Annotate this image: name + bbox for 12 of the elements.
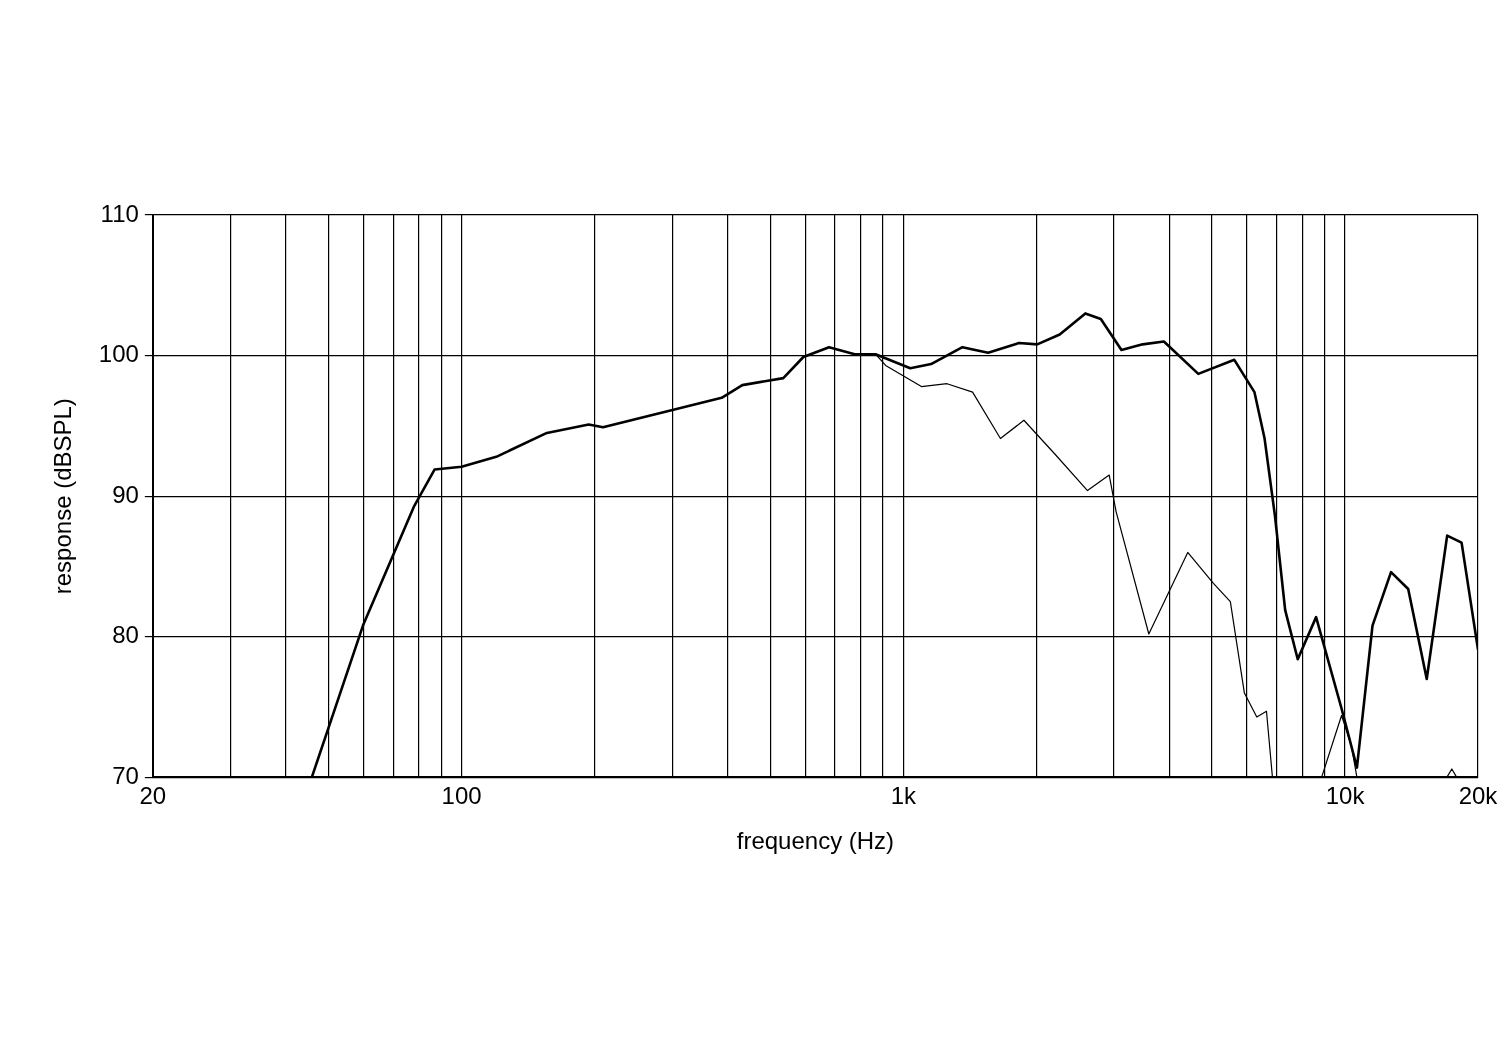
y-tick-label: 90 [112, 480, 139, 508]
x-tick-label: 10k [1325, 782, 1366, 810]
y-tick-label: 110 [100, 199, 139, 227]
x-tick-label: 20k [1458, 782, 1499, 810]
x-tick-label: 100 [441, 782, 482, 810]
x-tick-label: 1k [890, 782, 917, 810]
y-axis-title: response (dBSPL) [49, 398, 77, 595]
y-tick-label: 100 [98, 340, 139, 368]
y-tick-label: 80 [112, 621, 139, 649]
y-tick-label: 70 [112, 762, 139, 790]
x-axis-title: frequency (Hz) [736, 827, 895, 855]
x-tick-label: 20 [139, 782, 167, 810]
